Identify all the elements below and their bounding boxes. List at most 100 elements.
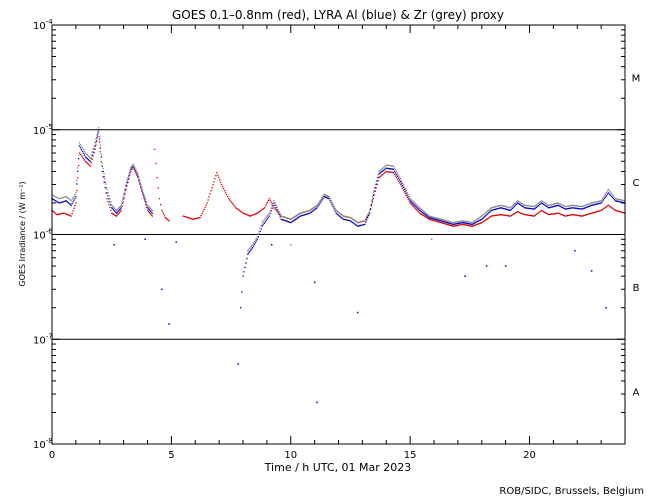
data-point (302, 214, 304, 216)
data-point (91, 158, 93, 161)
data-point (620, 201, 622, 203)
data-point (344, 219, 347, 221)
data-point (353, 219, 356, 222)
data-point (520, 202, 522, 204)
data-point (411, 199, 413, 202)
data-point (560, 213, 562, 216)
data-point (399, 183, 402, 186)
data-point (125, 183, 127, 186)
data-point (147, 210, 150, 213)
data-point (499, 214, 501, 216)
data-point (581, 205, 583, 208)
data-point (476, 218, 478, 221)
data-point (504, 208, 506, 210)
data-point (414, 202, 416, 204)
data-point (144, 198, 147, 201)
data-point (373, 187, 376, 189)
data-point (587, 213, 589, 215)
data-point (122, 196, 124, 198)
data-point (245, 213, 247, 216)
data-point (335, 209, 337, 212)
data-point (604, 193, 606, 195)
data-point (74, 204, 76, 207)
data-point (377, 180, 379, 182)
data-point (449, 224, 451, 226)
data-point (260, 209, 263, 211)
data-point (410, 201, 412, 203)
outlier-point (504, 265, 507, 267)
data-point (524, 207, 526, 209)
data-point (247, 250, 249, 252)
data-point (516, 202, 519, 204)
data-point (251, 214, 253, 216)
data-point (312, 207, 314, 209)
data-point (63, 212, 65, 214)
data-point (592, 201, 595, 204)
data-point (563, 215, 565, 217)
data-point (417, 210, 419, 212)
data-point (615, 210, 618, 212)
data-point (422, 212, 425, 214)
data-point (422, 214, 425, 217)
data-point (68, 214, 70, 216)
data-point (575, 205, 577, 207)
data-point (460, 220, 462, 222)
data-point (285, 220, 287, 222)
data-point (266, 215, 268, 217)
data-point (378, 170, 380, 173)
data-point (459, 220, 461, 223)
data-point (73, 207, 75, 209)
data-point (499, 207, 501, 209)
data-point (393, 170, 396, 172)
data-point (374, 186, 376, 189)
data-point (535, 213, 538, 216)
data-point (560, 206, 562, 208)
data-point (116, 211, 119, 213)
data-point (288, 221, 290, 223)
data-point (144, 198, 146, 200)
data-point (118, 212, 121, 214)
data-point (386, 167, 388, 169)
data-point (311, 208, 313, 210)
data-point (350, 217, 353, 220)
data-point (570, 204, 573, 207)
data-point (436, 220, 438, 223)
data-point (571, 204, 574, 207)
data-point (438, 221, 440, 223)
data-point (464, 224, 467, 226)
data-point (167, 219, 169, 221)
data-point (85, 153, 88, 155)
data-point (549, 206, 552, 208)
data-point (441, 222, 443, 224)
data-point (68, 202, 70, 205)
data-point (195, 217, 197, 220)
data-point (533, 208, 535, 210)
data-point (83, 150, 86, 152)
data-point (105, 192, 107, 194)
data-point (428, 216, 430, 219)
data-point (484, 212, 487, 214)
data-point (445, 221, 447, 224)
data-point (112, 209, 115, 211)
data-point (442, 219, 444, 221)
data-point (136, 173, 138, 175)
data-point (379, 172, 381, 174)
data-point (410, 203, 412, 205)
data-point (126, 185, 128, 187)
data-point (429, 215, 431, 218)
data-point (59, 202, 61, 204)
data-point (248, 252, 250, 254)
data-point (529, 207, 532, 210)
data-point (590, 202, 592, 205)
data-point (103, 181, 105, 184)
data-point (540, 209, 543, 212)
data-point (539, 200, 542, 203)
data-point (264, 205, 267, 207)
data-point (237, 208, 239, 210)
data-point (92, 151, 94, 153)
data-point (259, 227, 261, 229)
data-point (528, 205, 531, 207)
data-point (71, 198, 73, 200)
data-point (478, 220, 480, 222)
data-point (562, 204, 564, 207)
